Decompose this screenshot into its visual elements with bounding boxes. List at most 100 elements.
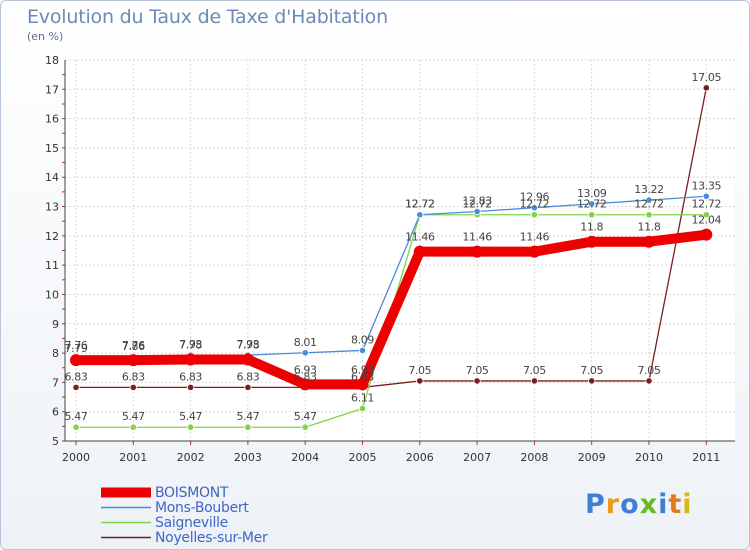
data-label: 6.83 [351, 370, 374, 383]
data-point [700, 228, 713, 241]
y-tick-label: 9 [52, 318, 59, 331]
chart-title: Evolution du Taux de Taxe d'Habitation [27, 6, 388, 28]
y-tick-label: 8 [52, 347, 59, 360]
data-label: 6.83 [179, 370, 202, 383]
data-label: 12.72 [462, 198, 492, 211]
x-tick-label: 2001 [119, 451, 147, 464]
data-label: 12.72 [577, 198, 607, 211]
data-point [702, 84, 710, 92]
legend-swatch-saigneville [101, 521, 151, 524]
data-point [184, 353, 197, 366]
logo-letter: x [639, 489, 659, 520]
data-point [356, 378, 369, 391]
data-label: 11.46 [462, 231, 492, 244]
data-label: 7.86 [122, 340, 145, 353]
data-label: 12.83 [462, 195, 492, 208]
data-label: 12.72 [405, 198, 435, 211]
data-label: 6.83 [236, 370, 259, 383]
data-point [358, 404, 367, 413]
data-point [530, 377, 539, 385]
data-point [588, 211, 596, 219]
data-point [129, 383, 137, 391]
logo-letter: i [682, 489, 693, 520]
x-tick-label: 2006 [406, 451, 434, 464]
data-point [358, 346, 367, 355]
data-label: 17.05 [692, 71, 722, 84]
legend-item-mons-boubert[interactable]: Mons-Boubert [101, 499, 267, 516]
x-tick-label: 2008 [520, 451, 548, 464]
x-tick-label: 2010 [635, 451, 663, 464]
data-point [528, 245, 541, 258]
data-label: 7.79 [65, 342, 88, 355]
data-point [72, 383, 80, 391]
logo-letter: i [658, 489, 669, 520]
legend-label: Noyelles-sur-Mer [155, 529, 268, 546]
y-tick-label: 5 [52, 435, 59, 448]
data-label: 7.05 [523, 364, 546, 377]
legend-item-noyelles-sur-mer[interactable]: Noyelles-sur-Mer [101, 529, 268, 546]
x-tick-label: 2003 [234, 451, 262, 464]
y-tick-label: 7 [52, 376, 59, 389]
x-tick-label: 2009 [578, 451, 606, 464]
data-point [473, 207, 481, 216]
data-label: 5.47 [236, 410, 259, 423]
data-label: 11.46 [520, 231, 550, 244]
legend-label: Mons-Boubert [155, 499, 249, 516]
data-point [416, 211, 424, 219]
data-label: 12.72 [692, 198, 722, 211]
x-tick-label: 2004 [291, 451, 319, 464]
data-label: 7.78 [236, 339, 259, 352]
data-point [530, 204, 539, 212]
legend-item-saigneville[interactable]: Saigneville [101, 514, 267, 531]
data-point [127, 354, 140, 367]
data-label: 7.05 [580, 364, 603, 377]
data-point [588, 377, 596, 385]
data-label: 6.93 [351, 363, 374, 376]
data-label: 5.47 [122, 410, 145, 423]
data-point [241, 353, 254, 366]
data-point [129, 423, 137, 431]
logo-letter: P [585, 489, 606, 520]
data-label: 5.47 [179, 410, 202, 423]
legend-label: Saigneville [155, 514, 228, 531]
data-label: 12.04 [692, 214, 722, 227]
data-label: 6.83 [122, 370, 145, 383]
data-label: 5.47 [65, 410, 88, 423]
data-point [473, 377, 481, 385]
y-tick-label: 11 [45, 259, 59, 272]
data-label: 11.8 [638, 221, 661, 234]
data-point [530, 211, 539, 219]
data-point [588, 200, 596, 208]
data-label: 6.83 [294, 370, 317, 383]
data-label: 12.72 [634, 198, 664, 211]
data-label: 6.11 [351, 391, 374, 404]
data-label: 7.78 [179, 339, 202, 352]
data-point [413, 245, 426, 258]
data-point [301, 423, 309, 431]
logo-letter: r [605, 489, 621, 520]
data-label: 8.01 [294, 336, 317, 349]
data-label: 7.05 [408, 364, 431, 377]
legend-swatch-mons-boubert [101, 506, 151, 509]
data-label: 7.93 [236, 338, 259, 351]
data-point [301, 349, 309, 357]
data-point [702, 192, 710, 200]
proxiti-logo: Proxiti [585, 489, 693, 520]
series-line-boismont [71, 229, 712, 390]
data-point [471, 245, 484, 258]
logo-letter: o [620, 489, 640, 520]
data-label: 6.93 [294, 363, 317, 376]
data-label: 7.05 [638, 364, 661, 377]
data-point [585, 235, 598, 248]
data-label: 12.72 [520, 198, 550, 211]
data-label: 5.47 [294, 410, 317, 423]
x-tick-label: 2000 [62, 451, 90, 464]
data-label: 13.22 [634, 183, 664, 196]
legend-swatch-noyelles-sur-mer [101, 536, 151, 539]
y-tick-label: 14 [45, 171, 59, 184]
legend-item-boismont[interactable]: BOISMONT [101, 485, 267, 501]
y-tick-label: 6 [52, 406, 59, 419]
y-tick-label: 17 [45, 83, 59, 96]
